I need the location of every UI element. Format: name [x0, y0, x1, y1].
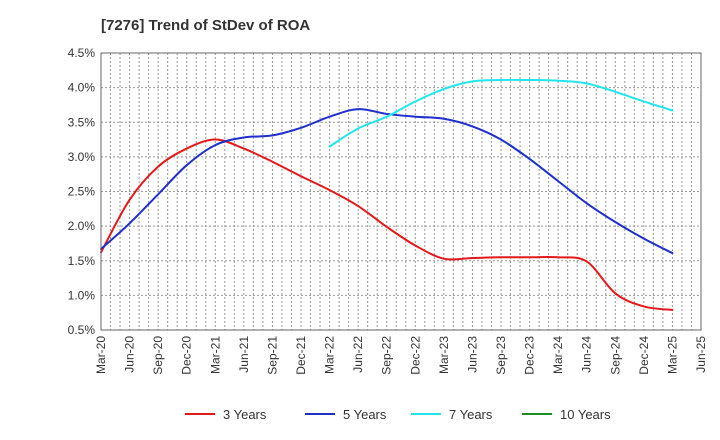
legend-item-10-years: 10 Years	[522, 407, 611, 422]
legend: 3 Years 5 Years 7 Years 10 Years	[185, 407, 611, 422]
y-tick-label: 2.5%	[68, 185, 96, 199]
legend-item-5-years: 5 Years	[305, 407, 387, 422]
legend-label: 10 Years	[560, 407, 611, 422]
x-tick-label: Sep-22	[380, 336, 394, 375]
x-tick-label: Jun-20	[123, 336, 137, 373]
y-tick-label: 1.0%	[68, 288, 96, 302]
series-line-5-years	[100, 108, 674, 255]
x-tick-label: Sep-21	[265, 336, 279, 375]
x-tick-label: Jun-23	[465, 336, 479, 373]
x-tick-label: Mar-25	[665, 336, 679, 374]
y-tick-label: 3.0%	[68, 150, 96, 164]
series-lines	[100, 78, 674, 311]
x-tick-label: Jun-25	[694, 336, 708, 373]
x-tick-label: Sep-20	[151, 336, 165, 375]
x-tick-label: Dec-21	[294, 336, 308, 375]
legend-label: 3 Years	[223, 407, 267, 422]
series-line-3-years	[100, 138, 674, 311]
x-tick-label: Mar-24	[551, 336, 565, 374]
x-tick-label: Dec-24	[637, 336, 651, 375]
series-line-7-years	[328, 78, 674, 148]
x-tick-label: Jun-21	[237, 336, 251, 373]
legend-label: 7 Years	[449, 407, 493, 422]
x-tick-label: Dec-20	[180, 336, 194, 375]
y-tick-label: 2.0%	[68, 219, 96, 233]
y-tick-label: 4.5%	[68, 46, 96, 60]
legend-item-3-years: 3 Years	[185, 407, 267, 422]
x-tick-label: Jun-22	[351, 336, 365, 373]
y-tick-label: 0.5%	[68, 323, 96, 337]
x-tick-label: Mar-23	[437, 336, 451, 374]
x-tick-label: Mar-22	[323, 336, 337, 374]
x-tick-label: Mar-21	[208, 336, 222, 374]
y-tick-label: 4.0%	[68, 81, 96, 95]
chart-title: [7276] Trend of StDev of ROA	[101, 17, 310, 34]
y-axis: 0.5% 1.0% 1.5% 2.0% 2.5% 3.0% 3.5% 4.0% 4.5%	[68, 46, 96, 337]
x-tick-label: Jun-24	[580, 336, 594, 373]
x-tick-label: Dec-23	[523, 336, 537, 375]
legend-item-7-years: 7 Years	[411, 407, 493, 422]
x-tick-label: Sep-23	[494, 336, 508, 375]
x-tick-label: Sep-24	[608, 336, 622, 375]
legend-label: 5 Years	[343, 407, 387, 422]
x-axis: Mar-20 Jun-20 Sep-20 Dec-20 Mar-21 Jun-21 Sep-…	[94, 336, 708, 375]
y-tick-label: 1.5%	[68, 254, 96, 268]
x-tick-label: Dec-22	[408, 336, 422, 375]
x-tick-label: Mar-20	[94, 336, 108, 374]
y-tick-label: 3.5%	[68, 115, 96, 129]
plot-border	[100, 52, 702, 331]
